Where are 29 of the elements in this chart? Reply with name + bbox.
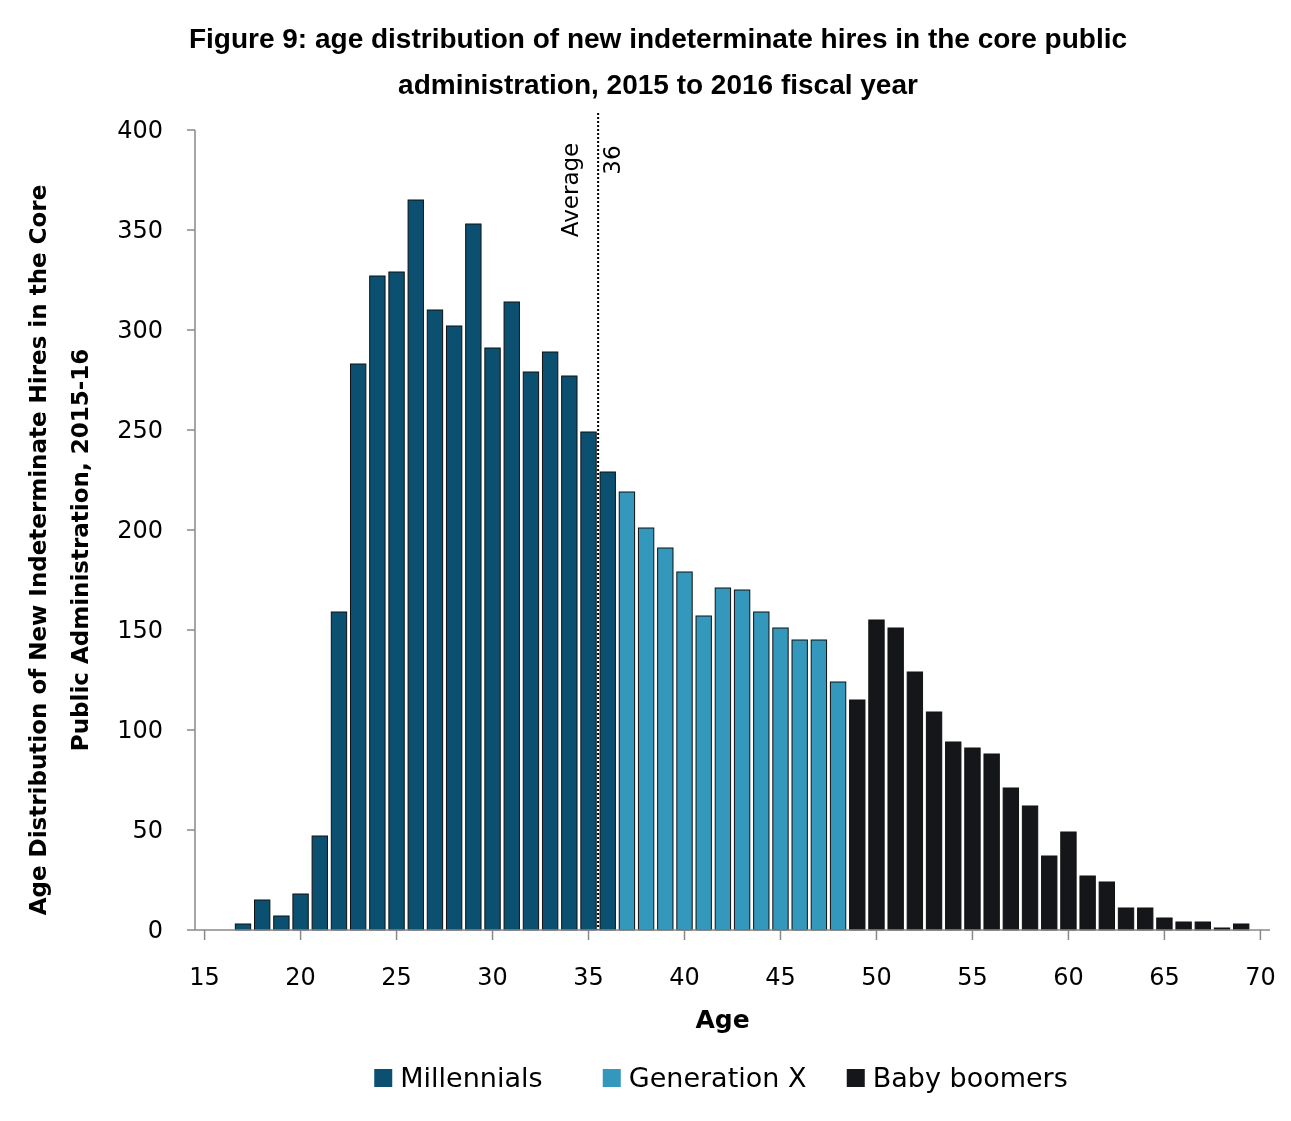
x-tick-label: 45: [765, 963, 796, 991]
x-tick-label: 20: [285, 963, 316, 991]
x-tick-label: 55: [957, 963, 988, 991]
legend-label: Millennials: [400, 1062, 543, 1094]
y-tick-label: 250: [117, 416, 163, 445]
y-tick-label: 50: [132, 816, 163, 845]
y-tick-label: 100: [117, 716, 163, 745]
x-tick-label: 65: [1149, 963, 1180, 991]
x-tick-label: 25: [381, 963, 412, 991]
y-tick-label: 150: [117, 616, 163, 645]
x-tick-label: 30: [477, 963, 508, 991]
annotation: 36: [599, 145, 626, 175]
x-tick-label: 40: [669, 963, 700, 991]
y-tick-label: 200: [117, 516, 163, 545]
y-axis-title: Age Distribution of New Indeterminate Hires in the Core Public Administration, 2015-16: [25, 184, 93, 916]
x-tick-label: 15: [189, 963, 220, 991]
x-tick-label: 35: [573, 963, 604, 991]
x-tick-label: 50: [861, 963, 892, 991]
x-tick-label: 60: [1053, 963, 1084, 991]
legend-label: Baby boomers: [872, 1062, 1068, 1094]
legend-label: Generation X: [628, 1062, 807, 1094]
y-tick-label: 400: [117, 116, 163, 145]
ref-line-label: Average: [557, 142, 584, 238]
y-tick-label: 300: [117, 316, 163, 345]
x-tick-label: 70: [1245, 963, 1276, 991]
x-axis-title: Age: [695, 1005, 750, 1034]
chart-title: Figure 9: age distribution of new indeterminate hires in the core public administration, 2015 to 2016 fiscal year: [188, 23, 1128, 100]
y-tick-label: 0: [147, 916, 163, 945]
y-tick-label: 350: [117, 216, 163, 245]
